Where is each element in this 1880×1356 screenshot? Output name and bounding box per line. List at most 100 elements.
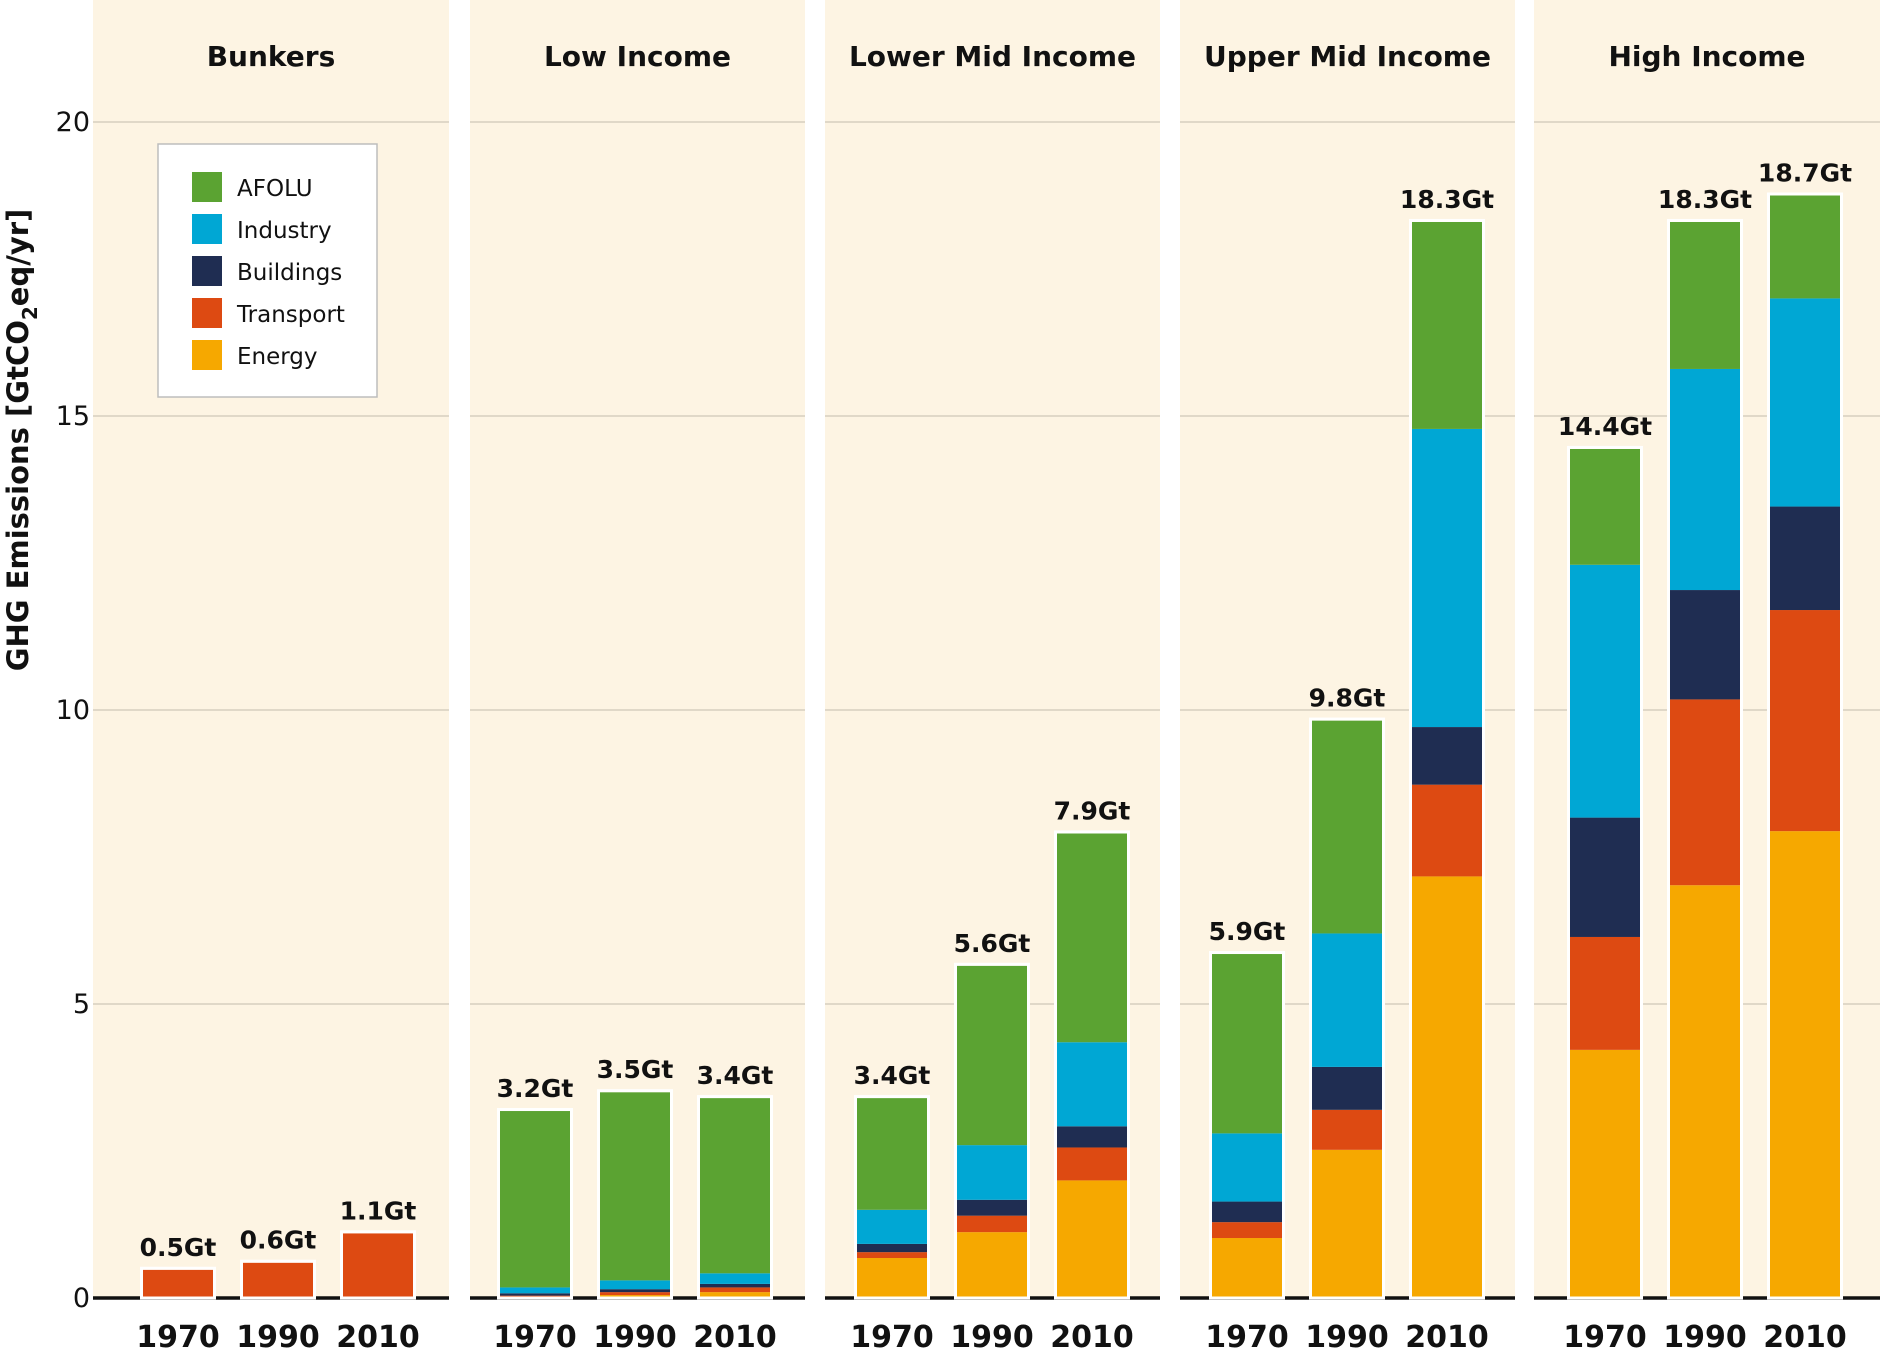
bar-segment-energy [957, 1232, 1027, 1298]
bar-segment-energy [1412, 876, 1482, 1298]
bar-outline [1667, 218, 1743, 1300]
bar-total-label: 0.6Gt [240, 1226, 317, 1255]
bar-total-label: 9.8Gt [1309, 684, 1386, 713]
panel-upper-mid-income: Upper Mid Income 5.9Gt 1970 9.8Gt 1990 18.3Gt… [1180, 0, 1515, 1355]
bar-segment-afolu [1770, 195, 1840, 299]
bar-outline [954, 962, 1030, 1300]
x-tick-label: 2010 [1050, 1320, 1134, 1355]
bar-segment-buildings [700, 1283, 770, 1288]
bar-segment-buildings [1770, 506, 1840, 611]
bar-total-label: 3.5Gt [597, 1055, 674, 1084]
bar-segment-transport [243, 1262, 313, 1298]
bar-segment-afolu [957, 965, 1027, 1146]
y-tick-label: 5 [73, 989, 90, 1020]
bar-segment-buildings [500, 1293, 570, 1296]
y-tick-label: 15 [56, 401, 90, 432]
legend-label: AFOLU [237, 176, 313, 202]
y-tick-label: 20 [56, 107, 90, 138]
bar-total-label: 18.7Gt [1758, 159, 1852, 188]
bar-total-label: 3.4Gt [697, 1061, 774, 1090]
x-tick-label: 1990 [1663, 1320, 1747, 1355]
bar-segment-transport [1312, 1109, 1382, 1150]
bar-segment-transport [1057, 1147, 1127, 1181]
bar-segment-transport [857, 1252, 927, 1259]
y-axis-label: GHG Emissions [GtCO2eq/yr] [1, 209, 42, 672]
bar-segment-energy [857, 1258, 927, 1298]
bar-segment-industry [1570, 564, 1640, 818]
bar-segment-transport [957, 1215, 1027, 1233]
legend-item-energy: Energy [192, 340, 318, 370]
bar-outline [1567, 445, 1643, 1300]
bar-segment-buildings [1670, 590, 1740, 700]
bar-segment-energy [700, 1292, 770, 1298]
bar-segment-industry [1770, 298, 1840, 507]
y-axis-label-main: GHG Emissions [GtCO [1, 320, 35, 671]
bar-segment-buildings [1570, 817, 1640, 937]
x-tick-label: 1990 [950, 1320, 1034, 1355]
bar-segment-transport [700, 1287, 770, 1293]
bar-outline [1054, 830, 1130, 1300]
bar-segment-transport [1770, 610, 1840, 832]
bar-segment-transport [1412, 784, 1482, 877]
bar-segment-energy [1212, 1238, 1282, 1298]
bar-segment-industry [1057, 1042, 1127, 1127]
y-axis: 0 5 10 15 20 [56, 107, 90, 1314]
bar-total-label: 0.5Gt [140, 1233, 217, 1262]
bar-segment-afolu [857, 1098, 927, 1210]
bar-segment-buildings [1057, 1126, 1127, 1148]
bar-segment-afolu [1312, 720, 1382, 934]
panel-background [470, 0, 805, 1298]
x-tick-label: 1990 [593, 1320, 677, 1355]
bar-segment-industry [700, 1273, 770, 1284]
legend-swatch [192, 214, 222, 244]
bar-total-label: 3.4Gt [854, 1061, 931, 1090]
legend-item-industry: Industry [192, 214, 332, 244]
bar-segment-industry [1312, 933, 1382, 1067]
x-tick-label: 2010 [1405, 1320, 1489, 1355]
bar-total-label: 5.6Gt [954, 929, 1031, 958]
panel-title: Bunkers [207, 40, 336, 73]
y-axis-label-unit: eq/yr] [1, 209, 35, 306]
bar-segment-buildings [857, 1243, 927, 1253]
bar-total-label: 14.4Gt [1558, 412, 1652, 441]
bar-segment-industry [857, 1209, 927, 1244]
bar-low-income-2010: 3.4Gt 2010 [693, 1061, 777, 1355]
bar-outline [597, 1089, 673, 1300]
panel-title: Low Income [544, 40, 731, 73]
bar-segment-transport [343, 1233, 413, 1298]
y-tick-label: 10 [56, 695, 90, 726]
bar-low-income-1970: 3.2Gt 1970 [493, 1074, 577, 1355]
bar-segment-transport [143, 1269, 213, 1298]
bar-segment-afolu [1212, 954, 1282, 1134]
bar-bunkers-2010: 1.1Gt 2010 [336, 1196, 420, 1355]
bar-segment-afolu [1412, 221, 1482, 429]
bar-lower-mid-income-1970: 3.4Gt 1970 [850, 1061, 934, 1355]
x-tick-label: 1990 [236, 1320, 320, 1355]
bar-outline [340, 1230, 416, 1300]
bar-total-label: 5.9Gt [1209, 917, 1286, 946]
bar-outline [140, 1266, 216, 1300]
bar-total-label: 18.3Gt [1658, 185, 1752, 214]
x-tick-label: 1990 [1305, 1320, 1389, 1355]
bar-segment-buildings [957, 1199, 1027, 1216]
bar-segment-energy [1570, 1049, 1640, 1298]
bar-lower-mid-income-2010: 7.9Gt 2010 [1050, 796, 1134, 1355]
bar-segment-transport [500, 1295, 570, 1297]
legend: AFOLU Industry Buildings Transport Energy [157, 143, 378, 398]
bar-segment-industry [600, 1280, 670, 1290]
y-tick-label: 0 [73, 1283, 90, 1314]
x-tick-label: 2010 [1763, 1320, 1847, 1355]
bar-segment-afolu [600, 1092, 670, 1281]
bar-total-label: 7.9Gt [1054, 796, 1131, 825]
bar-segment-energy [1057, 1180, 1127, 1298]
legend-item-buildings: Buildings [192, 256, 342, 286]
bar-outline [854, 1095, 930, 1300]
bar-upper-mid-income-2010: 18.3Gt 2010 [1400, 185, 1494, 1355]
bar-segment-afolu [500, 1111, 570, 1288]
bar-segment-buildings [1412, 727, 1482, 785]
bar-segment-industry [500, 1287, 570, 1294]
legend-label: Transport [236, 302, 345, 328]
panel-lower-mid-income: Lower Mid Income 3.4Gt 1970 5.6Gt 1990 7.9Gt 2… [825, 0, 1160, 1355]
